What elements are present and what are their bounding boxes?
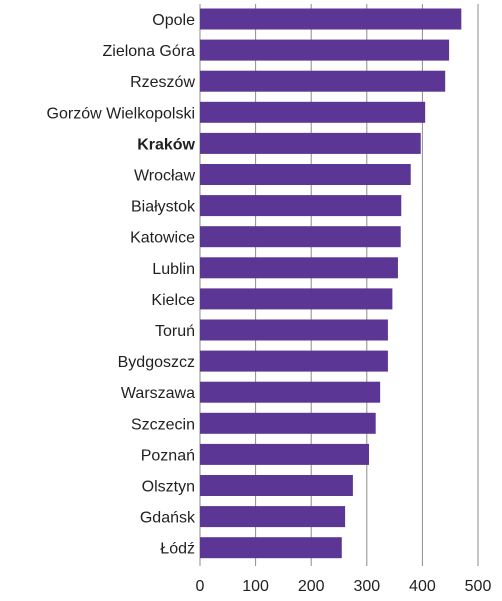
category-label: Lublin: [152, 261, 195, 278]
category-labels: Opole Zielona Góra Rzeszów Gorzów Wielkopol…: [47, 12, 196, 558]
bar: [200, 506, 346, 528]
x-tick-label: 100: [242, 578, 269, 595]
category-label: Łódź: [160, 541, 195, 558]
category-label: Bydgoszcz: [118, 354, 195, 371]
category-label: Kielce: [151, 292, 195, 309]
category-label: Kraków: [137, 136, 195, 153]
category-label: Białystok: [131, 199, 196, 216]
category-label: Opole: [152, 12, 195, 29]
category-label: Katowice: [130, 230, 195, 247]
bar: [200, 164, 411, 185]
bar: [200, 443, 370, 465]
category-label: Gorzów Wielkopolski: [47, 105, 195, 122]
bar: [200, 226, 401, 248]
bar: [200, 132, 421, 154]
bar: [200, 195, 402, 217]
bar: [200, 70, 446, 92]
bar: [200, 288, 393, 310]
x-axis-tick-labels: 0 100 200 300 400 500: [196, 578, 492, 595]
category-label: Szczecin: [131, 416, 195, 433]
x-tick-label: 0: [196, 578, 205, 595]
bar: [200, 381, 381, 403]
category-label: Wrocław: [134, 168, 195, 185]
bar: [200, 475, 353, 496]
category-label: Poznań: [141, 447, 195, 464]
bar: [200, 319, 388, 341]
category-label: Rzeszów: [130, 74, 195, 91]
x-tick-label: 500: [465, 578, 492, 595]
bar: [200, 350, 388, 372]
category-label: Warszawa: [121, 385, 195, 402]
category-label: Gdańsk: [140, 510, 196, 527]
x-tick-label: 200: [298, 578, 325, 595]
category-label: Zielona Góra: [103, 43, 196, 60]
category-label: Olsztyn: [142, 479, 195, 496]
bar: [200, 412, 376, 434]
bar: [200, 8, 462, 30]
category-label: Toruń: [155, 323, 195, 340]
bar: [200, 257, 398, 279]
bar: [200, 39, 450, 61]
bar: [200, 101, 426, 123]
bar: [200, 537, 342, 559]
grid-lines: [199, 4, 479, 566]
bars: [200, 8, 462, 559]
x-tick-label: 300: [353, 578, 380, 595]
x-tick-label: 400: [409, 578, 436, 595]
